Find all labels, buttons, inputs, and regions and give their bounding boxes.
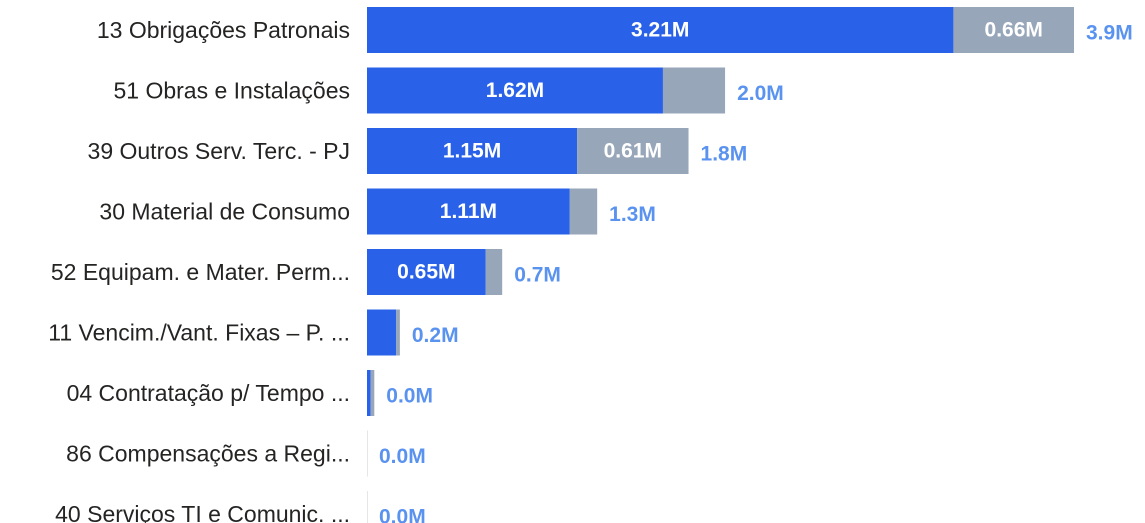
segment-data-label: 1.62M xyxy=(486,79,544,102)
total-data-label: 1.8M xyxy=(701,143,748,166)
bar-row[interactable]: 40 Serviços TI e Comunic. ... 0.0M xyxy=(55,491,426,523)
bar-segment-series-b[interactable] xyxy=(485,249,503,295)
bar-segment-series-b[interactable] xyxy=(370,370,375,416)
bar-row[interactable]: 04 Contratação p/ Tempo ... 0.0M xyxy=(67,370,433,416)
bar-row[interactable]: 13 Obrigações Patronais 3.21M 0.66M 3.9M xyxy=(97,7,1133,53)
total-data-label: 0.2M xyxy=(412,324,459,347)
total-data-label: 0.0M xyxy=(379,506,426,523)
segment-data-label: 1.11M xyxy=(440,200,497,223)
bar-row[interactable]: 52 Equipam. e Mater. Perm... 0.65M 0.7M xyxy=(51,249,561,295)
segment-data-label: 0.61M xyxy=(604,140,662,163)
category-label: 40 Serviços TI e Comunic. ... xyxy=(55,501,350,523)
zero-bar-marker xyxy=(367,430,368,477)
category-label: 86 Compensações a Regi... xyxy=(66,441,350,467)
bar-segment-series-b[interactable] xyxy=(953,7,1074,53)
category-label: 39 Outros Serv. Terc. - PJ xyxy=(88,138,350,164)
segment-data-label: 3.21M xyxy=(631,19,689,42)
bar-row[interactable]: 11 Vencim./Vant. Fixas – P. ... 0.2M xyxy=(48,309,459,356)
bar-segment-series-a[interactable] xyxy=(367,128,578,174)
bar-segment-series-a[interactable] xyxy=(367,370,371,416)
bar-segment-series-a[interactable] xyxy=(367,249,486,295)
bar-segment-series-a[interactable] xyxy=(367,67,663,114)
bar-segment-series-b[interactable] xyxy=(577,128,689,174)
bar-segment-series-b[interactable] xyxy=(662,67,726,114)
bar-row[interactable]: 51 Obras e Instalações 1.62M 2.0M xyxy=(113,67,784,114)
bar-segment-series-b[interactable] xyxy=(396,309,400,356)
total-data-label: 1.3M xyxy=(609,203,656,226)
category-label: 04 Contratação p/ Tempo ... xyxy=(67,380,350,406)
segment-data-label: 0.66M xyxy=(985,19,1043,42)
bar-row[interactable]: 39 Outros Serv. Terc. - PJ 1.15M 0.61M 1.8M xyxy=(88,128,748,174)
category-label: 11 Vencim./Vant. Fixas – P. ... xyxy=(48,320,350,346)
bar-row[interactable]: 30 Material de Consumo 1.11M 1.3M xyxy=(99,188,656,235)
bar-segment-series-a[interactable] xyxy=(367,309,397,356)
category-label: 13 Obrigações Patronais xyxy=(97,17,350,43)
category-label: 51 Obras e Instalações xyxy=(113,78,350,104)
bar-row[interactable]: 86 Compensações a Regi... 0.0M xyxy=(66,430,426,477)
zero-bar-marker xyxy=(367,491,368,523)
total-data-label: 3.9M xyxy=(1086,22,1133,45)
bar-segment-series-a[interactable] xyxy=(367,7,954,53)
segment-data-label: 1.15M xyxy=(443,140,501,163)
total-data-label: 2.0M xyxy=(737,82,784,105)
category-label: 30 Material de Consumo xyxy=(99,199,350,225)
segment-data-label: 0.65M xyxy=(397,261,455,284)
bar-segment-series-b[interactable] xyxy=(569,188,598,235)
total-data-label: 0.7M xyxy=(514,264,561,287)
total-data-label: 0.0M xyxy=(379,445,426,468)
bar-segment-series-a[interactable] xyxy=(367,188,570,235)
total-data-label: 0.0M xyxy=(386,385,433,408)
category-label: 52 Equipam. e Mater. Perm... xyxy=(51,259,350,285)
